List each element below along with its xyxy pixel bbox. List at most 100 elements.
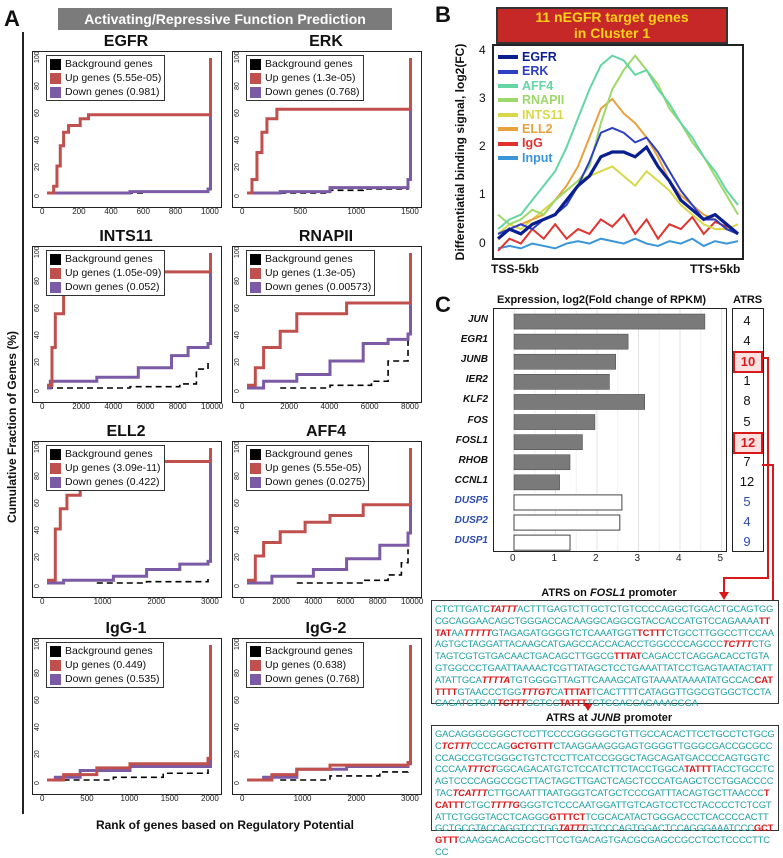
x-tick-label: 0 — [240, 402, 245, 411]
x-tick-label: 0 — [40, 402, 45, 411]
legend-label: IgG — [522, 136, 543, 151]
small-plot-title: AFF4 — [306, 423, 346, 440]
legend-swatch — [498, 98, 518, 103]
legend-entry: Input — [498, 151, 564, 165]
sequence-text: TCGCACATACTGGGACCCTCACCCCACTTGCTGCGTACCA… — [435, 810, 769, 834]
legend-entry: EGFR — [498, 50, 564, 64]
legend-entry: Background genes — [50, 447, 161, 461]
legend-label: Down genes (0.422) — [65, 476, 160, 488]
bar-ier2 — [513, 374, 610, 390]
legend-label: Down genes (0.768) — [265, 673, 360, 685]
legend-swatch — [250, 281, 261, 293]
small-plot-legend: Background genes Up genes (1.05e-09) Down … — [46, 250, 166, 296]
x-tick-label: 2000 — [280, 402, 299, 411]
legend-entry: Down genes (0.0275) — [250, 475, 365, 489]
y-tick-label: 0 — [34, 389, 41, 393]
down-genes-curve — [247, 448, 413, 585]
legend-label: Up genes (1.3e-05) — [265, 267, 356, 279]
gene-label: RHOB — [458, 454, 488, 466]
legend-swatch — [250, 448, 261, 460]
y-tick-label: 60 — [34, 696, 41, 704]
gene-label: JUNB — [460, 354, 488, 366]
y-tick-label: 0 — [234, 781, 241, 785]
x-tick-label: 4000 — [104, 402, 123, 411]
x-tick-label: 1000 — [293, 794, 312, 803]
x-tick-label: 500 — [80, 794, 94, 803]
legend-label: Background genes — [265, 58, 353, 70]
x-tick-label: 0 — [40, 597, 45, 606]
legend-swatch — [250, 253, 261, 265]
y-tick-label: 100 — [234, 441, 241, 453]
y-tick-label: 60 — [234, 304, 241, 312]
atrs-value: 4 — [743, 514, 751, 529]
y-tick-label: 60 — [34, 304, 41, 312]
sequence-text: GTCCCAGTGGACTCCAGGGAAATCCC — [586, 822, 754, 834]
legend-entry: Down genes (0.768) — [250, 672, 360, 686]
small-plot-curves — [247, 448, 413, 585]
y-tick-label: 80 — [34, 277, 41, 285]
legend-swatch — [250, 58, 261, 70]
panel-c-bars — [513, 309, 722, 551]
atrs-motif: TTTTT — [463, 626, 492, 638]
legend-label: Background genes — [265, 645, 353, 657]
x-tick-label: 1000 — [201, 207, 219, 216]
atrs-motif: TATTT — [559, 697, 587, 709]
legend-swatch — [498, 141, 518, 146]
y-tick-label: 0 — [234, 584, 241, 588]
x-tick-label: 10000 — [401, 597, 424, 606]
sequence-text: CTGTAGTCGTGTGACAACTGACAGCTTGGCG — [435, 638, 772, 662]
y-tick-label: 3 — [479, 91, 486, 105]
x-tick-label: 10000 — [201, 402, 224, 411]
y-tick-label: 20 — [34, 163, 41, 171]
gene-label: FOS — [467, 414, 488, 426]
legend-entry: Up genes (1.3e-05) — [250, 71, 360, 85]
bar-fosl1 — [513, 434, 583, 450]
legend-entry: Background genes — [250, 57, 360, 71]
atrs-motif: TTTAT — [563, 685, 591, 697]
y-tick-label: 100 — [34, 51, 41, 63]
y-tick-label: 40 — [234, 526, 241, 534]
legend-entry: Background genes — [50, 252, 161, 266]
sequence-text: CTAAGGAAGGGAGTGGGGTTGGGCGACCGCGCCCCAGCCG… — [435, 739, 773, 775]
y-tick-label: 0 — [34, 781, 41, 785]
up-genes-curve — [247, 253, 413, 387]
y-tick-label: 100 — [34, 638, 41, 650]
background-genes-curve — [63, 769, 209, 781]
legend-swatch — [250, 645, 261, 657]
legend-swatch — [498, 84, 518, 89]
legend-entry: Up genes (1.05e-09) — [50, 266, 161, 280]
small-plot-title: ERK — [309, 33, 343, 50]
legend-label: Down genes (0.981) — [65, 86, 160, 98]
x-tick-label: 8000 — [368, 597, 387, 606]
sequence-text: CTGC — [464, 798, 491, 810]
sequence-text: CA — [550, 685, 564, 697]
gene-label: FOSL1 — [455, 434, 488, 446]
bar-fos — [513, 414, 596, 430]
legend-swatch — [250, 72, 261, 84]
atrs-value-highlight: 12 — [733, 431, 763, 454]
legend-entry: Down genes (0.981) — [50, 85, 161, 99]
panel-c-label: C — [435, 292, 451, 317]
legend-entry: Background genes — [250, 447, 365, 461]
background-genes-curve — [280, 767, 409, 781]
y-tick-label: 80 — [34, 472, 41, 480]
sequence-text: TGTGGAGCAGAAACGGA — [586, 697, 698, 709]
legend-entry: RNAPII — [498, 93, 564, 107]
legend-label: Up genes (1.3e-05) — [265, 72, 356, 84]
series-line-ints11 — [497, 165, 739, 235]
x-tick-label: 6000 — [136, 402, 155, 411]
series-line-igg — [497, 212, 739, 252]
y-tick-label: 20 — [234, 358, 241, 366]
bar-rhob — [513, 454, 571, 471]
legend-swatch — [50, 448, 61, 460]
bar-klf2 — [513, 394, 645, 410]
legend-entry: Background genes — [250, 252, 371, 266]
y-tick-label: 80 — [234, 277, 241, 285]
small-plot-curves — [247, 645, 413, 782]
panel-b-legend: EGFR ERK AFF4 RNAPII INTS11 ELL2 IgG Input — [498, 50, 564, 165]
sequence-text: GACAGGGCGGGCTCCTTCCCCGGGGGCTGTTGCCACACTT… — [435, 728, 775, 751]
y-tick-label: 60 — [234, 499, 241, 507]
legend-entry: ERK — [498, 64, 564, 78]
down-genes-curve — [247, 58, 413, 195]
sequence-text: ACTTTGAGTCTTGCTCTGTCCCCAGGCTGGACTGCAGTGG… — [435, 603, 774, 626]
